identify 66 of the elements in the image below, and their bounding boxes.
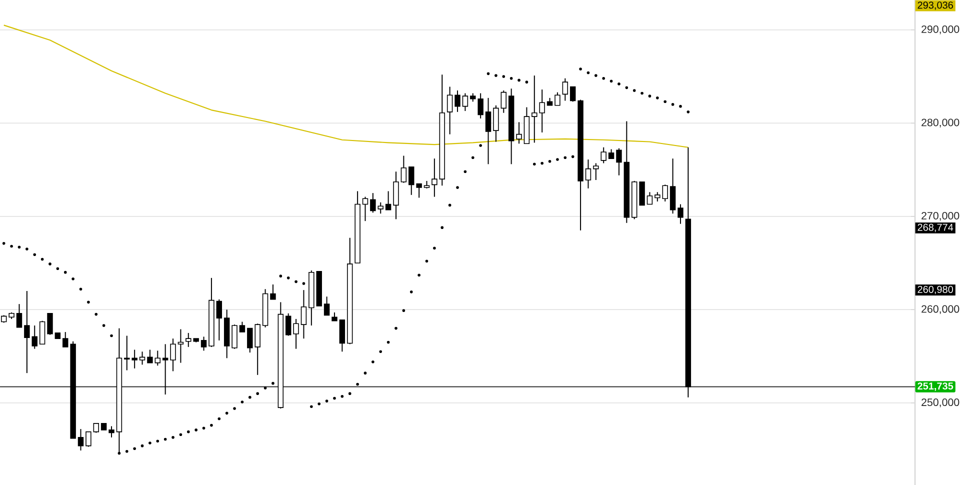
- text: 293,036: [918, 2, 953, 10]
- candlestick: [454, 90, 460, 112]
- candlestick: [239, 321, 246, 333]
- candlestick: [232, 324, 238, 350]
- candlestick: [593, 162, 599, 181]
- candlestick: [616, 148, 622, 176]
- candlestick: [516, 122, 522, 144]
- candlestick: [670, 158, 676, 214]
- candlestick: [270, 284, 276, 300]
- candlestick: [408, 166, 414, 196]
- candlestick: [93, 422, 99, 434]
- y-tick-label: 260,000: [922, 305, 960, 314]
- candlestick: [132, 349, 138, 369]
- candlestick: [493, 104, 499, 142]
- candlestick: [485, 97, 492, 165]
- text: 268,774: [918, 224, 954, 232]
- candlestick: [385, 190, 392, 210]
- candlestick: [339, 319, 346, 352]
- y-tick-label: 250,000: [922, 398, 960, 408]
- candlestick: [478, 92, 484, 119]
- candlestick: [216, 298, 222, 341]
- candlestick: [570, 86, 576, 102]
- candlestick: [285, 312, 292, 336]
- ref-line-label: 251,735: [918, 382, 954, 391]
- candlestick: [293, 318, 299, 350]
- candlestick: [432, 158, 438, 198]
- candlestick: [370, 192, 376, 214]
- candlestick: [162, 344, 168, 396]
- candlestick: [39, 320, 46, 345]
- candlestick: [154, 350, 160, 366]
- candlestick: [393, 171, 399, 220]
- candlestick: [362, 196, 368, 222]
- candlestick: [639, 181, 645, 206]
- y-tick-label: 270,000: [922, 212, 960, 221]
- candlestick: [585, 158, 592, 189]
- candlestick: [608, 148, 614, 160]
- y-tick-label: 280,000: [922, 118, 960, 128]
- text: 260,980: [918, 286, 954, 294]
- candlestick: [554, 92, 560, 106]
- candlestick: [147, 349, 153, 364]
- candlestick: [108, 426, 114, 438]
- candlestick: [500, 90, 506, 114]
- candlestick: [200, 336, 207, 352]
- candlestick: [78, 428, 84, 451]
- candlestick: [178, 328, 184, 364]
- candlestick: [124, 335, 130, 371]
- candlestick: [24, 290, 30, 374]
- candlestick: [324, 296, 330, 316]
- candlestick: [400, 155, 407, 184]
- candlestick: [62, 332, 68, 348]
- candlestick: [646, 192, 653, 205]
- candlestick: [86, 431, 92, 448]
- candlestick: [47, 312, 53, 336]
- candlestick: [600, 146, 606, 164]
- candlestick: [462, 92, 468, 112]
- candlestick: [678, 204, 684, 224]
- y-tick-label: 290,000: [922, 25, 960, 34]
- candlestick: [139, 351, 146, 366]
- candlestick: [32, 325, 38, 350]
- candlestick: [170, 338, 176, 372]
- candlestick: [416, 183, 422, 198]
- candlestick: [300, 290, 307, 340]
- candlestick: [378, 202, 384, 214]
- candlestick: [562, 78, 568, 102]
- candlestick: [446, 86, 453, 135]
- candlestick: [16, 304, 22, 328]
